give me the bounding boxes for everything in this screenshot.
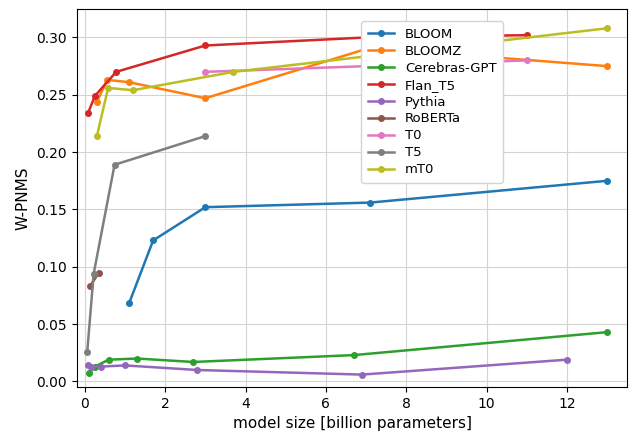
Flan_T5 bbox=[113, 69, 120, 74]
BLOOM bbox=[202, 205, 209, 210]
Pythia bbox=[358, 372, 366, 377]
BLOOM bbox=[125, 301, 133, 306]
Line: T0: T0 bbox=[203, 58, 529, 75]
BLOOMZ bbox=[604, 63, 611, 69]
Line: T5: T5 bbox=[84, 133, 208, 355]
Pythia bbox=[563, 357, 571, 362]
Line: Pythia: Pythia bbox=[85, 357, 570, 378]
Cerebras-GPT bbox=[92, 364, 99, 369]
T5 bbox=[90, 271, 97, 276]
Y-axis label: W-PNMS: W-PNMS bbox=[16, 166, 31, 230]
Flan_T5 bbox=[202, 43, 209, 48]
Pythia bbox=[121, 363, 129, 368]
Line: BLOOMZ: BLOOMZ bbox=[94, 45, 610, 104]
Pythia bbox=[97, 364, 105, 369]
T0 bbox=[523, 58, 531, 63]
mT0 bbox=[93, 133, 100, 139]
Line: mT0: mT0 bbox=[94, 26, 610, 139]
BLOOMZ bbox=[202, 95, 209, 101]
mT0 bbox=[230, 69, 237, 74]
RoBERTa bbox=[86, 284, 93, 289]
Pythia bbox=[84, 363, 92, 368]
BLOOMZ bbox=[93, 99, 100, 104]
Cerebras-GPT bbox=[350, 352, 358, 358]
Cerebras-GPT bbox=[105, 357, 113, 362]
BLOOMZ bbox=[366, 45, 374, 51]
Line: BLOOM: BLOOM bbox=[126, 178, 610, 306]
T5 bbox=[202, 133, 209, 139]
BLOOM bbox=[149, 238, 157, 243]
Legend: BLOOM, BLOOMZ, Cerebras-GPT, Flan_T5, Pythia, RoBERTa, T0, T5, mT0: BLOOM, BLOOMZ, Cerebras-GPT, Flan_T5, Py… bbox=[362, 21, 503, 183]
T5 bbox=[111, 162, 118, 167]
mT0 bbox=[604, 26, 611, 31]
BLOOMZ bbox=[104, 77, 111, 83]
Line: Flan_T5: Flan_T5 bbox=[85, 33, 529, 116]
Line: RoBERTa: RoBERTa bbox=[87, 270, 102, 289]
mT0 bbox=[129, 88, 137, 93]
Cerebras-GPT bbox=[189, 359, 197, 365]
BLOOMZ bbox=[125, 80, 133, 85]
RoBERTa bbox=[95, 270, 103, 275]
Flan_T5 bbox=[523, 33, 531, 38]
Cerebras-GPT bbox=[86, 371, 93, 376]
BLOOM bbox=[366, 200, 374, 205]
X-axis label: model size [billion parameters]: model size [billion parameters] bbox=[232, 417, 472, 432]
Line: Cerebras-GPT: Cerebras-GPT bbox=[86, 330, 610, 376]
Flan_T5 bbox=[84, 110, 92, 116]
Pythia bbox=[193, 367, 201, 373]
BLOOM bbox=[604, 178, 611, 183]
Pythia bbox=[88, 364, 95, 369]
T5 bbox=[83, 349, 91, 354]
Flan_T5 bbox=[91, 93, 99, 99]
mT0 bbox=[104, 85, 112, 91]
Cerebras-GPT bbox=[133, 356, 141, 361]
Flan_T5 bbox=[362, 35, 370, 40]
Cerebras-GPT bbox=[604, 330, 611, 335]
T0 bbox=[202, 69, 209, 74]
